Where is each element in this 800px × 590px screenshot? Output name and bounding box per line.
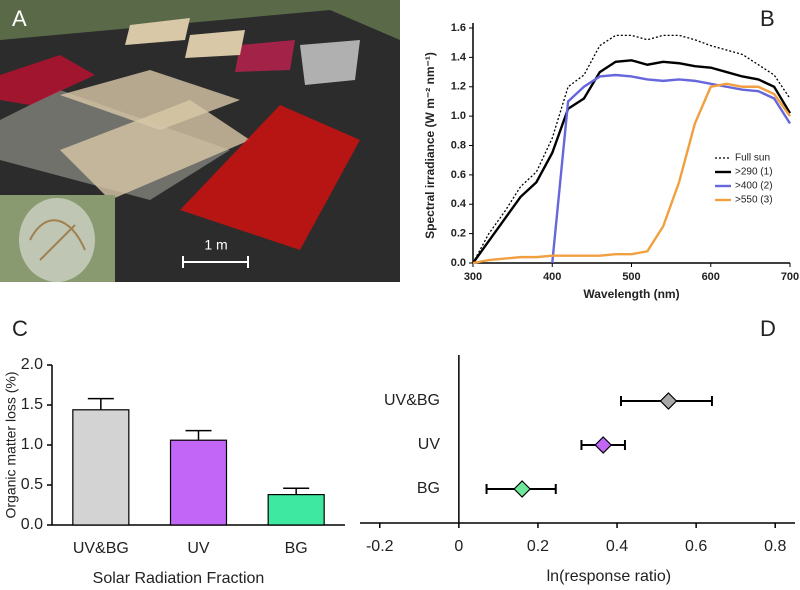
y-tick-label: 0.8 <box>451 139 466 151</box>
x-tick-label: 300 <box>464 271 482 283</box>
category-label: BG <box>417 480 440 497</box>
marker <box>594 436 613 454</box>
x-tick-label: 0 <box>454 538 463 555</box>
x-tick-label: 0.4 <box>606 538 628 555</box>
y-tick-label: 1.4 <box>451 51 467 63</box>
y-tick-label: 0.0 <box>451 257 466 269</box>
x-tick-label: 0.2 <box>527 538 549 555</box>
x-axis-label: ln(response ratio) <box>547 568 672 585</box>
y-tick-label: 0.5 <box>21 476 43 493</box>
bar <box>72 409 130 526</box>
y-tick-label: 0.0 <box>21 516 43 533</box>
y-tick-label: 1.2 <box>451 81 466 93</box>
panel-label: B <box>760 6 775 31</box>
legend-label: >290 (1) <box>735 167 773 178</box>
x-tick-label: UV&BG <box>73 540 129 557</box>
y-tick-label: 2.0 <box>21 356 43 373</box>
category-label: UV&BG <box>384 392 440 409</box>
scale-label: 1 m <box>204 237 227 253</box>
photo: 1 m <box>0 0 400 282</box>
bar <box>169 439 228 526</box>
y-axis-label: Organic matter loss (%) <box>3 371 19 518</box>
x-axis-label: Solar Radiation Fraction <box>93 570 265 587</box>
y-axis-label: Spectral irradiance (W m⁻² nm⁻¹) <box>423 52 437 239</box>
y-tick-label: 1.0 <box>451 110 466 122</box>
x-tick-label: -0.2 <box>366 538 394 555</box>
x-tick-label: 400 <box>543 271 561 283</box>
category-label: UV <box>418 436 441 453</box>
legend-label: Full sun <box>735 153 770 164</box>
y-tick-label: 1.6 <box>451 22 466 34</box>
series-line <box>472 34 791 264</box>
panel-label: D <box>760 316 776 341</box>
series-line <box>551 73 792 264</box>
legend-label: >400 (2) <box>735 181 773 192</box>
x-tick-label: 500 <box>622 271 640 283</box>
x-tick-label: 0.8 <box>764 538 786 555</box>
x-tick-label: 600 <box>702 271 720 283</box>
series-line <box>472 59 792 264</box>
y-tick-label: 1.5 <box>21 396 43 413</box>
y-tick-label: 0.4 <box>451 198 467 210</box>
y-tick-label: 1.0 <box>21 436 43 453</box>
y-tick-label: 0.2 <box>451 228 466 240</box>
panel-label: C <box>12 316 28 341</box>
legend-label: >550 (3) <box>735 195 773 206</box>
x-tick-label: 0.6 <box>685 538 707 555</box>
x-tick-label: UV <box>187 540 210 557</box>
marker <box>513 480 531 498</box>
x-tick-label: 700 <box>781 271 799 283</box>
x-tick-label: BG <box>285 540 308 557</box>
y-tick-label: 0.6 <box>451 169 466 181</box>
marker <box>659 392 678 410</box>
x-axis-label: Wavelength (nm) <box>583 287 679 301</box>
series-line <box>472 82 791 265</box>
panel-label: A <box>12 6 27 31</box>
bar <box>267 494 325 526</box>
